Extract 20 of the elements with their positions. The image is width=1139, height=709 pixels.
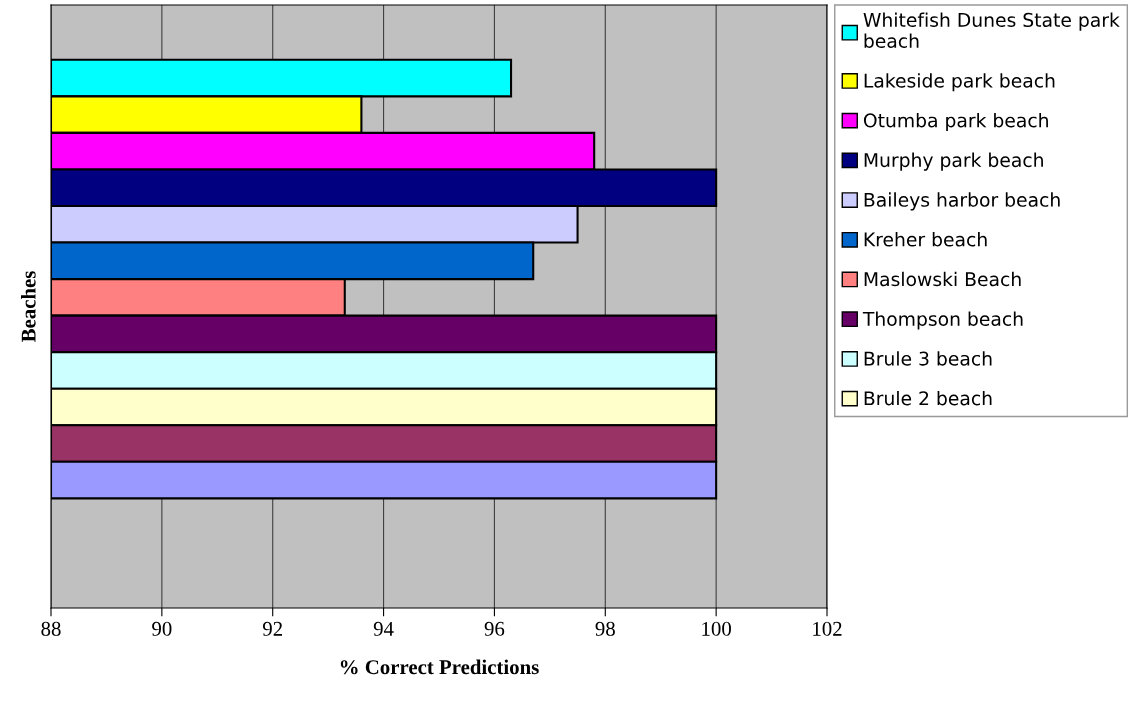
legend-label: Kreher beach <box>864 232 987 247</box>
legend-label: Brule 3 beach <box>864 351 992 366</box>
legend-label: Thompson beach <box>862 311 1023 330</box>
legend-label: Baileys harbor beach <box>864 192 1060 211</box>
legend-label: Murphy park beach <box>864 152 1043 171</box>
y-axis-title: Beaches <box>21 271 36 343</box>
x-tick-label: 98 <box>595 621 615 636</box>
x-tick-label: 100 <box>702 621 731 636</box>
x-tick-label: 88 <box>41 621 61 636</box>
x-tick-label: 90 <box>152 621 172 636</box>
legend-label: Brule 2 beach <box>864 390 992 406</box>
legend-label: Lakeside park beach <box>864 73 1055 92</box>
x-tick-label: 96 <box>484 621 505 636</box>
x-axis-title: % Correct Predictions <box>340 659 539 675</box>
legend-label: Whitefish Dunes State park beach <box>863 12 1120 49</box>
x-tick-label: 92 <box>262 621 282 636</box>
legend-label: Maslowski Beach <box>864 271 1021 287</box>
legend-label: Otumba park beach <box>863 112 1048 132</box>
x-tick-label: 94 <box>373 621 394 636</box>
x-tick-label: 102 <box>813 621 842 636</box>
